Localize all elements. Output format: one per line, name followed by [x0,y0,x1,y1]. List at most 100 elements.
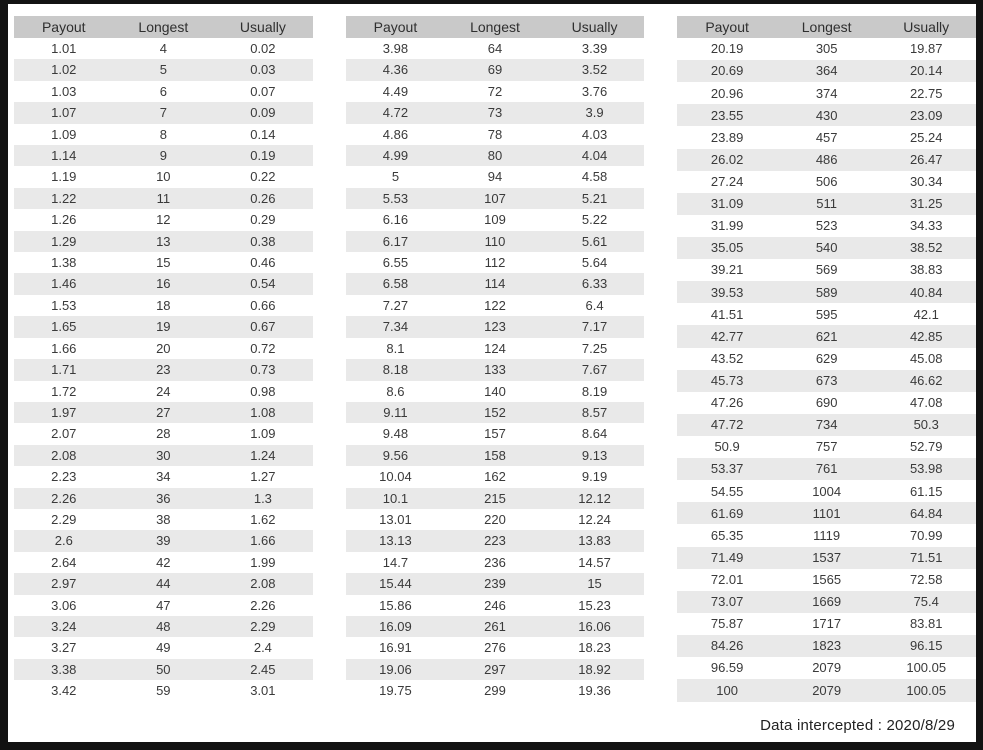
cell-longest: 220 [484,511,506,527]
cell-payout: 15.86 [379,597,412,613]
cell-longest: 506 [815,174,838,189]
table-row: 3.24 48 2.29 [14,615,313,638]
cell-payout: 3.06 [51,597,77,613]
table-row: 1.19 10 0.22 [14,166,313,187]
cell-longest: 50 [156,661,171,677]
table-row: 7.27 122 6.4 [346,295,645,316]
cell-payout: 1.71 [51,362,77,378]
cell-longest: 27 [156,404,171,420]
cell-usually: 42.1 [913,306,939,322]
cell-usually: 7.17 [581,319,608,335]
cell-longest: 157 [484,426,506,442]
table-row: 71.49 1537 71.51 [677,546,977,569]
table-row: 31.99 523 34.33 [677,215,976,237]
cell-payout: 35.05 [710,240,744,256]
data-intercepted-label: Data intercepted : 2020/8/29 [760,717,955,734]
table-row: 2.6 39 1.66 [14,530,313,552]
cell-longest: 28 [156,426,171,442]
cell-usually: 2.29 [250,618,276,634]
table-row: 100 2079 100.05 [677,679,977,702]
cell-usually: 7.25 [581,340,608,356]
column-header-longest: Longest [113,16,214,38]
cell-usually: 1.99 [250,554,276,570]
payout-table-3: Payout Longest Usually 20.19 305 19.87 20.6… [677,16,977,702]
cell-longest: 47 [156,597,171,613]
cell-longest: 44 [156,576,171,592]
cell-usually: 4.58 [581,169,608,185]
cell-longest: 140 [484,383,506,399]
cell-longest: 30 [156,447,171,463]
cell-payout: 5.53 [382,190,409,206]
table-row: 2.23 34 1.27 [14,466,313,487]
cell-payout: 26.02 [710,151,744,167]
cell-longest: 1565 [812,571,842,587]
cell-longest: 430 [815,107,838,123]
column-header-payout: Payout [345,16,446,38]
cell-longest: 23 [156,362,171,378]
table-row: 5.53 107 5.21 [345,187,645,210]
cell-usually: 0.02 [250,41,276,56]
cell-usually: 1.24 [250,447,276,463]
cell-usually: 15 [587,576,602,592]
cell-longest: 1537 [812,549,842,565]
cell-payout: 39.53 [710,284,744,300]
cell-longest: 10 [156,169,171,185]
cell-longest: 9 [159,148,167,164]
payout-table-2: Payout Longest Usually 3.98 64 3.39 4.36 69 3… [345,16,645,702]
cell-payout: 47.26 [710,395,744,411]
table-row: 26.02 486 26.47 [677,148,977,171]
cell-usually: 0.66 [250,297,276,313]
cell-payout: 1.03 [51,83,77,99]
table-row: 1.02 5 0.03 [14,59,313,81]
table-row: 4.99 80 4.04 [345,145,645,167]
cell-longest: 42 [156,554,171,570]
table-body: 3.98 64 3.39 4.36 69 3.52 4.49 72 3.76 4.72 73 3.9 4… [345,38,645,702]
cell-longest: 236 [484,554,506,570]
cell-usually: 4.04 [581,148,608,164]
cell-payout: 43.52 [710,350,744,366]
cell-longest: 114 [484,276,506,292]
cell-usually: 38.83 [909,262,943,278]
cell-longest: 73 [487,105,503,121]
cell-payout: 2.6 [54,533,73,549]
cell-longest: 24 [156,383,171,399]
table-row: 15.86 246 15.23 [346,595,645,616]
cell-payout: 1.01 [51,41,77,56]
tables-container: Payout Longest Usually 1.01 4 0.02 1.02 5 0.0… [8,4,977,702]
cell-longest: 261 [484,618,506,634]
cell-payout: 4.86 [382,126,409,142]
cell-payout: 42.77 [710,328,744,344]
cell-usually: 3.9 [585,105,604,121]
cell-usually: 4.03 [581,126,608,142]
cell-payout: 1.22 [51,190,77,206]
cell-usually: 45.08 [909,350,943,366]
table-row: 4.86 78 4.03 [346,124,645,145]
column-header-payout: Payout [14,16,114,38]
cell-payout: 6.58 [382,276,409,292]
cell-payout: 1.53 [51,297,77,313]
cell-payout: 72.01 [710,571,744,587]
table-row: 8.18 133 7.67 [345,359,645,381]
cell-usually: 1.08 [250,404,276,420]
cell-payout: 15.44 [379,576,412,592]
cell-payout: 9.11 [383,404,408,420]
cell-payout: 6.17 [382,233,409,249]
cell-longest: 12 [156,212,171,228]
table-row: 43.52 629 45.08 [677,348,976,370]
cell-payout: 2.64 [51,554,77,570]
cell-usually: 40.84 [909,284,943,300]
cell-usually: 0.73 [250,362,276,378]
cell-usually: 5.21 [581,190,608,206]
cell-usually: 100.05 [906,682,947,698]
cell-usually: 23.09 [909,107,943,123]
cell-longest: 1669 [812,594,842,610]
table-row: 47.72 734 50.3 [677,413,977,436]
table-row: 1.53 18 0.66 [14,295,313,316]
table-row: 39.53 589 40.84 [677,281,977,304]
table-row: 1.22 11 0.26 [14,187,313,210]
cell-payout: 16.91 [379,640,412,656]
cell-payout: 1.97 [51,404,77,420]
cell-payout: 2.26 [51,490,77,506]
cell-usually: 8.57 [581,404,608,420]
